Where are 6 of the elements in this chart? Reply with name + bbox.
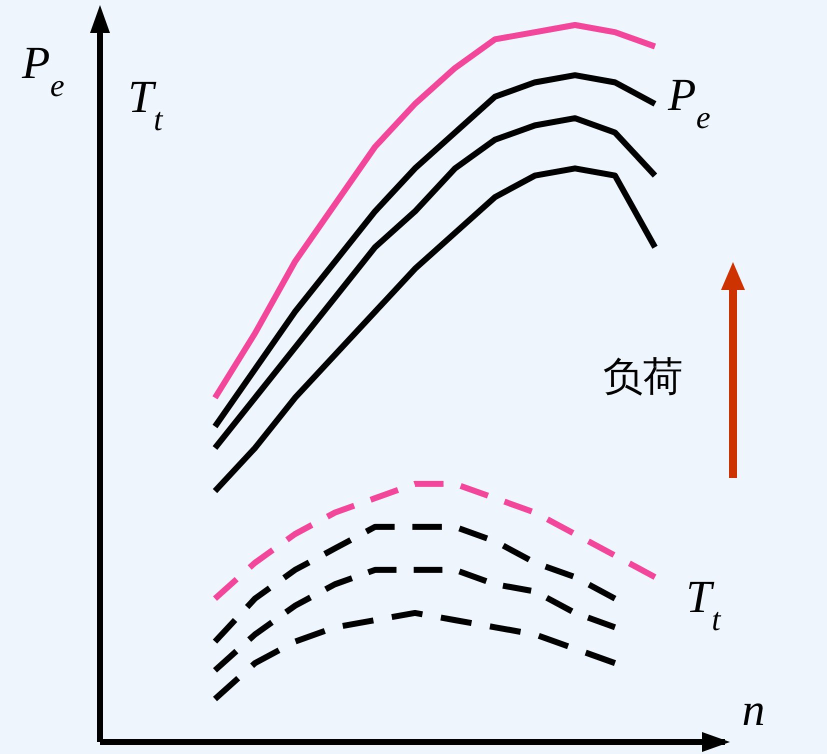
- x-axis-title: n: [742, 684, 765, 735]
- annotation: 负荷: [603, 354, 683, 400]
- text: T$_{t}$: [686, 571, 722, 637]
- text: T$_{t}$: [128, 71, 164, 137]
- y-axis-title: P$_{e}$: [21, 37, 64, 103]
- annotation: P$_{e}$: [667, 69, 710, 135]
